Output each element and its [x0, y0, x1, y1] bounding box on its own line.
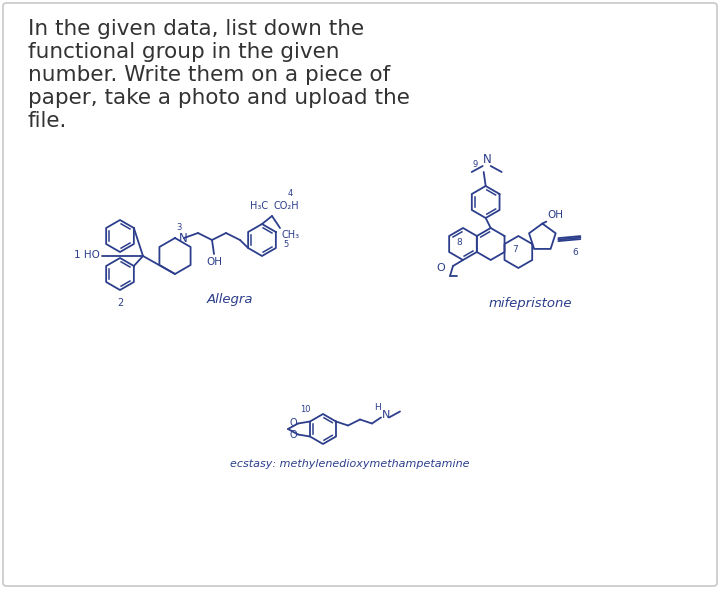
Text: O: O: [289, 419, 297, 429]
Text: OH: OH: [547, 210, 563, 220]
Text: 9: 9: [472, 160, 477, 169]
Text: file.: file.: [28, 111, 68, 131]
Text: O: O: [289, 429, 297, 439]
Text: 5: 5: [284, 240, 289, 249]
Text: H₃C: H₃C: [250, 201, 268, 211]
Text: In the given data, list down the: In the given data, list down the: [28, 19, 364, 39]
Text: OH: OH: [206, 257, 222, 267]
Text: N: N: [482, 153, 492, 166]
Text: number. Write them on a piece of: number. Write them on a piece of: [28, 65, 390, 85]
Text: CO₂H: CO₂H: [274, 201, 300, 211]
Text: N: N: [382, 411, 390, 421]
Text: paper, take a photo and upload the: paper, take a photo and upload the: [28, 88, 410, 108]
Text: H: H: [374, 402, 382, 412]
Text: 3: 3: [176, 223, 181, 232]
Text: O: O: [436, 263, 445, 273]
Text: functional group in the given: functional group in the given: [28, 42, 340, 62]
Text: 8: 8: [456, 237, 462, 247]
Text: Allegra: Allegra: [207, 293, 253, 306]
Text: 2: 2: [117, 298, 123, 308]
FancyBboxPatch shape: [3, 3, 717, 586]
Text: 7: 7: [513, 244, 518, 253]
Text: 6: 6: [572, 247, 578, 257]
Text: 1 HO: 1 HO: [74, 250, 100, 260]
Text: N: N: [179, 231, 188, 244]
Text: 10: 10: [300, 405, 310, 413]
Text: ecstasy: methylenedioxymethampetamine: ecstasy: methylenedioxymethampetamine: [230, 459, 469, 469]
Text: 4: 4: [287, 189, 292, 198]
Text: mifepristone: mifepristone: [488, 297, 572, 310]
Text: CH₃: CH₃: [282, 230, 300, 240]
